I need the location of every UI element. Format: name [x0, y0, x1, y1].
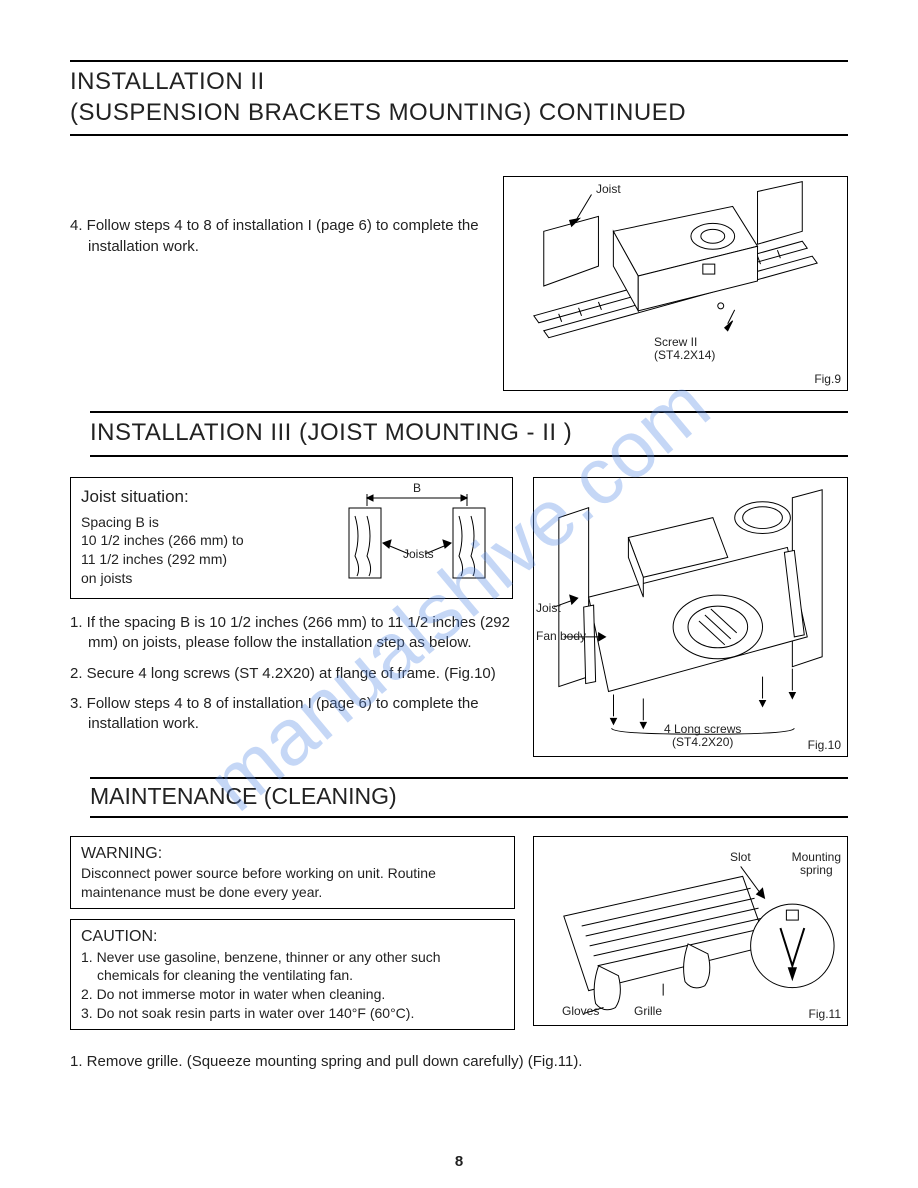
joist-box-title: Joist situation: — [81, 486, 325, 509]
section3-title: MAINTENANCE (CLEANING) — [90, 777, 848, 818]
section3-left: WARNING: Disconnect power source before … — [70, 836, 515, 1041]
caution-item2: 2. Do not immerse motor in water when cl… — [81, 985, 504, 1004]
warning-box: WARNING: Disconnect power source before … — [70, 836, 515, 909]
section2-title: INSTALLATION III (JOIST MOUNTING - II ) — [90, 411, 848, 456]
section2-left: Joist situation: Spacing B is 10 1/2 inc… — [70, 477, 513, 745]
section3-row: WARNING: Disconnect power source before … — [70, 836, 848, 1041]
fig10-label: Fig.10 — [808, 738, 841, 752]
fig11-spring-label: Mounting spring — [792, 851, 841, 877]
joist-box-body: Spacing B is 10 1/2 inches (266 mm) to 1… — [81, 513, 325, 589]
section2-step2: 2. Secure 4 long screws (ST 4.2X20) at f… — [70, 664, 513, 684]
joist-b-label: B — [413, 482, 421, 495]
joist-box-diagram: B Joists — [337, 486, 502, 586]
section1-step4: 4. Follow steps 4 to 8 of installation I… — [70, 216, 483, 257]
caution-item3: 3. Do not soak resin parts in water over… — [81, 1004, 504, 1023]
figure-10: Joist Fan body 4 Long screws (ST4.2X20) … — [533, 477, 848, 757]
page-number: 8 — [455, 1153, 463, 1170]
fig9-screw-label: Screw II (ST4.2X14) — [654, 336, 715, 362]
fig10-fanbody-label: Fan body — [536, 630, 586, 643]
joist-joists-label: Joists — [403, 548, 434, 561]
page-content: manualshive.com INSTALLATION II (SUSPENS… — [0, 0, 918, 1188]
fig10-screws-label: 4 Long screws (ST4.2X20) — [664, 723, 741, 749]
section2-step1: 1. If the spacing B is 10 1/2 inches (26… — [70, 613, 513, 654]
section1-row: 4. Follow steps 4 to 8 of installation I… — [70, 176, 848, 391]
caution-item1: 1. Never use gasoline, benzene, thinner … — [81, 948, 504, 986]
section2-step3: 3. Follow steps 4 to 8 of installation I… — [70, 694, 513, 735]
section2-steps: 1. If the spacing B is 10 1/2 inches (26… — [70, 613, 513, 734]
warning-body: Disconnect power source before working o… — [81, 864, 504, 902]
fig10-joist-label: Joist — [536, 602, 561, 615]
joist-box-text: Joist situation: Spacing B is 10 1/2 inc… — [81, 486, 325, 589]
caution-box: CAUTION: 1. Never use gasoline, benzene,… — [70, 919, 515, 1030]
fig11-gloves-label: Gloves — [562, 1005, 599, 1018]
fig9-label: Fig.9 — [814, 372, 841, 386]
fig9-joist-label: Joist — [596, 183, 621, 196]
figure-9: Joist Screw II (ST4.2X14) Fig.9 — [503, 176, 848, 391]
fig11-grille-label: Grille — [634, 1005, 662, 1018]
section1-text: 4. Follow steps 4 to 8 of installation I… — [70, 176, 483, 267]
fig11-label: Fig.11 — [809, 1007, 841, 1021]
section2-row: Joist situation: Spacing B is 10 1/2 inc… — [70, 477, 848, 757]
warning-title: WARNING: — [81, 843, 504, 865]
fig11-slot-label: Slot — [730, 851, 751, 864]
figure-11: Slot Mounting spring Gloves Grille Fig.1… — [533, 836, 848, 1026]
joist-situation-box: Joist situation: Spacing B is 10 1/2 inc… — [70, 477, 513, 600]
caution-title: CAUTION: — [81, 926, 504, 948]
section3-step1: 1. Remove grille. (Squeeze mounting spri… — [70, 1052, 848, 1072]
section1-title: INSTALLATION II (SUSPENSION BRACKETS MOU… — [70, 60, 848, 136]
section3-steps: 1. Remove grille. (Squeeze mounting spri… — [70, 1052, 848, 1072]
